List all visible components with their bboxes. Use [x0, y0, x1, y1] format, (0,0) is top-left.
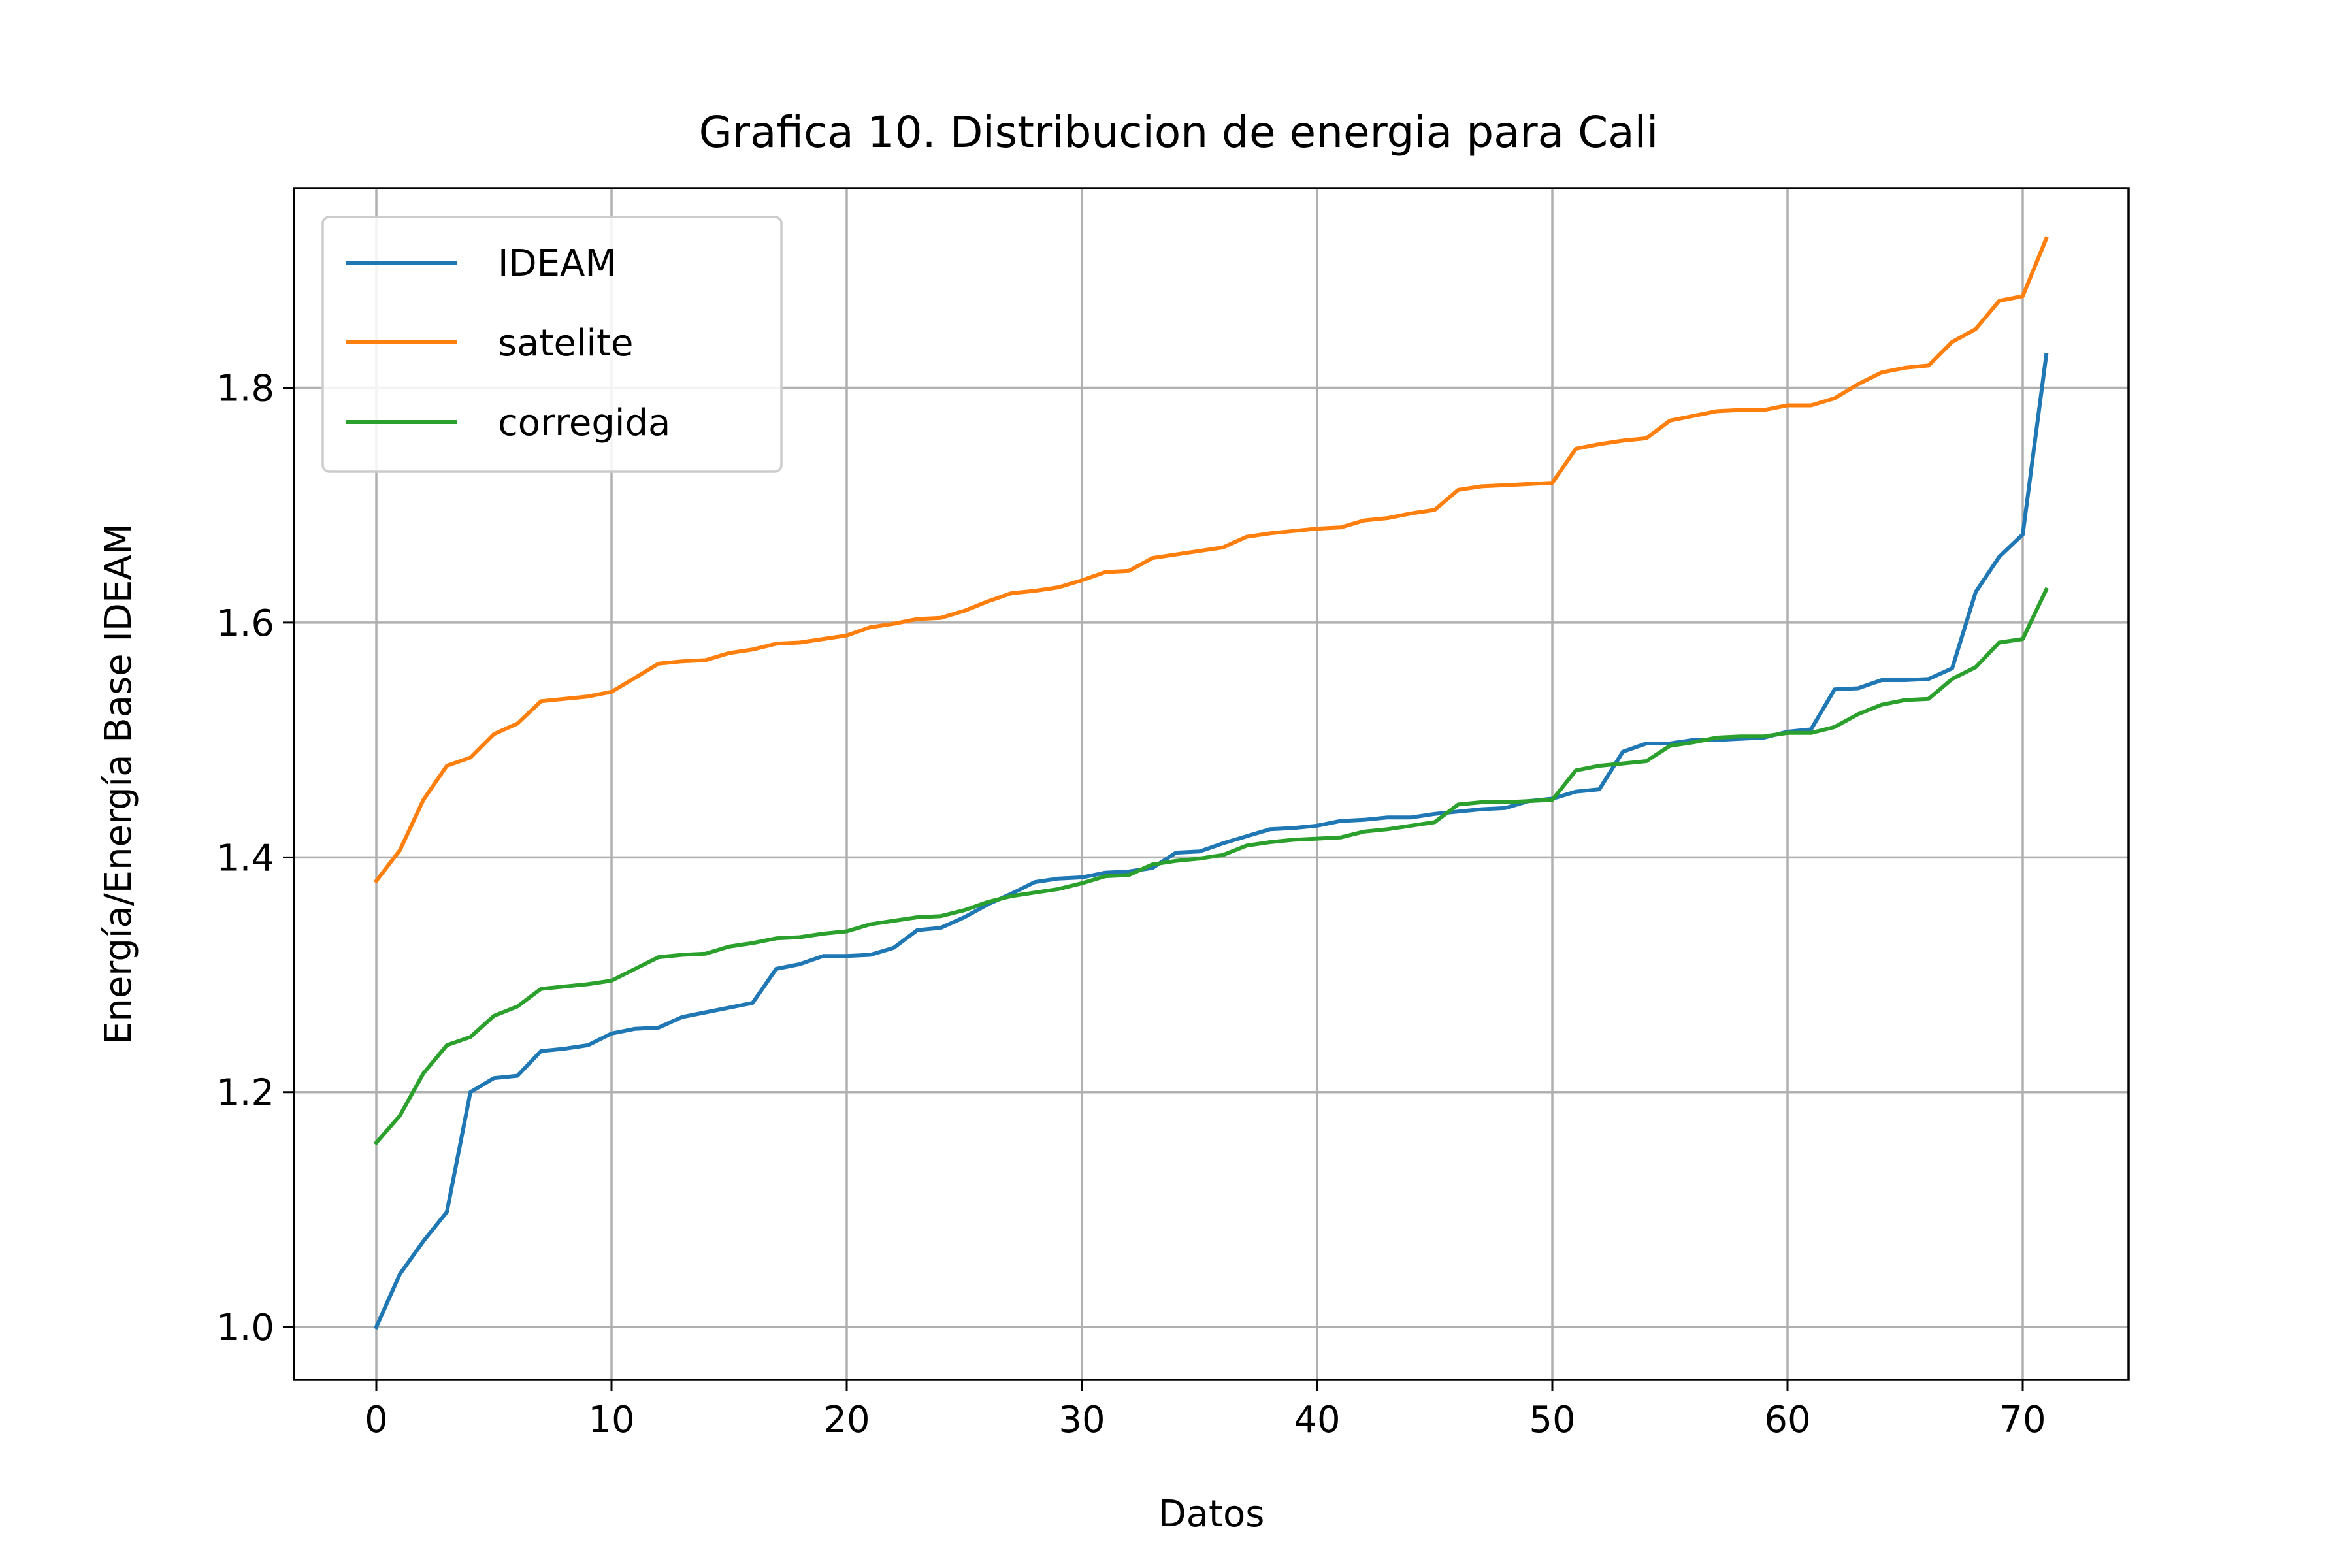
chart-title: Grafica 10. Distribucion de energia para… — [699, 107, 1659, 157]
x-tick-label: 40 — [1294, 1399, 1340, 1441]
legend-label: IDEAM — [498, 242, 617, 285]
x-tick-label: 50 — [1529, 1399, 1575, 1441]
x-axis-label: Datos — [1158, 1493, 1265, 1535]
y-tick-label: 1.8 — [216, 367, 274, 410]
x-tick-label: 30 — [1058, 1399, 1105, 1441]
legend-label: satelite — [498, 322, 633, 365]
y-tick-label: 1.4 — [216, 837, 274, 879]
y-axis-label: Energía/Energía Base IDEAM — [97, 523, 140, 1045]
x-tick-label: 60 — [1764, 1399, 1810, 1441]
y-tick-label: 1.0 — [216, 1307, 274, 1349]
legend-label: corregida — [498, 402, 670, 444]
y-tick-label: 1.2 — [216, 1072, 274, 1115]
series-lines — [373, 236, 2049, 1330]
x-tick-label: 0 — [365, 1399, 388, 1441]
x-tick-label: 20 — [823, 1399, 870, 1441]
axis-ticks: 0 10 20 30 40 50 60 70 1.0 1.2 1.4 1.6 1.8 — [216, 367, 2046, 1441]
legend-box — [321, 216, 783, 473]
plot-frame — [293, 187, 2130, 1381]
legend: IDEAM satelite corregida — [321, 216, 783, 473]
series-line-corregida — [373, 587, 2049, 1146]
series-line-satelite — [373, 236, 2049, 884]
x-tick-label: 70 — [1999, 1399, 2046, 1441]
x-tick-label: 10 — [588, 1399, 634, 1441]
y-tick-label: 1.6 — [216, 602, 274, 645]
